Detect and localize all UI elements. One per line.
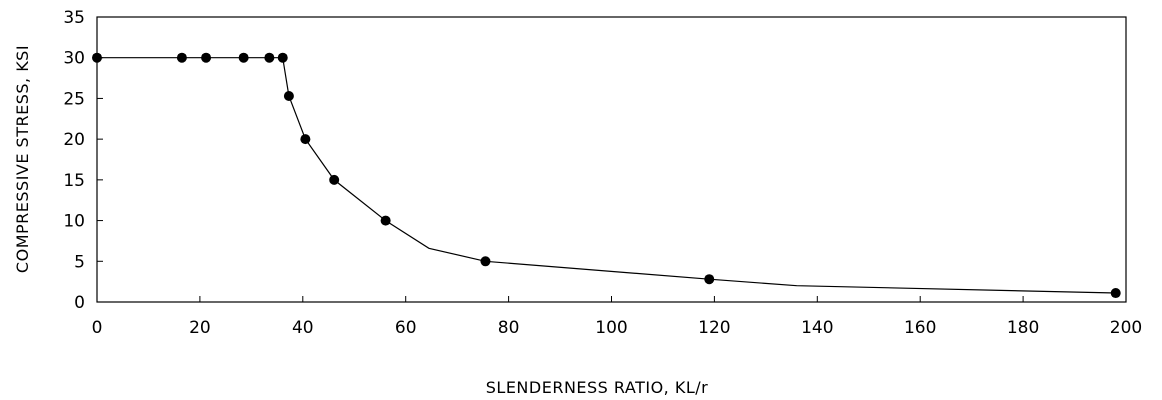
y-axis-label: COMPRESSIVE STRESS, KSI — [13, 45, 32, 273]
x-tick-label: 80 — [498, 318, 520, 338]
series-markers — [92, 52, 1121, 299]
y-tick-label: 0 — [74, 293, 85, 313]
data-point-marker — [329, 174, 340, 185]
y-tick-label: 5 — [74, 252, 85, 272]
data-point-marker — [92, 52, 102, 63]
y-tick-label: 10 — [63, 212, 85, 232]
data-point-marker — [238, 52, 249, 63]
data-point-marker — [300, 134, 311, 145]
x-tick-label: 180 — [1007, 318, 1039, 338]
x-tick-label: 40 — [292, 318, 314, 338]
data-point-marker — [704, 274, 715, 285]
data-point-marker — [264, 52, 275, 63]
y-tick-label: 25 — [63, 89, 85, 109]
x-tick-label: 120 — [698, 318, 730, 338]
data-point-marker — [277, 52, 288, 63]
y-tick-label: 30 — [63, 49, 85, 69]
y-tick-label: 35 — [63, 8, 85, 28]
y-tick-label: 20 — [63, 130, 85, 150]
data-point-marker — [1110, 288, 1121, 299]
data-point-marker — [283, 90, 294, 101]
data-point-marker — [176, 52, 187, 63]
x-tick-label: 200 — [1110, 318, 1142, 338]
data-point-marker — [380, 215, 391, 226]
x-tick-label: 0 — [92, 318, 103, 338]
y-axis-ticks: 0 5 10 15 20 25 30 35 — [63, 8, 103, 313]
x-tick-label: 60 — [395, 318, 417, 338]
data-point-marker — [480, 256, 491, 267]
x-tick-label: 160 — [904, 318, 936, 338]
x-tick-label: 140 — [801, 318, 833, 338]
x-axis-label: SLENDERNESS RATIO, KL/r — [486, 378, 708, 397]
data-point-marker — [201, 52, 212, 63]
x-tick-label: 100 — [595, 318, 627, 338]
x-axis-ticks: 0 20 40 60 80 100 120 140 160 180 200 — [92, 296, 1142, 338]
x-tick-label: 20 — [189, 318, 211, 338]
plot-frame — [96, 16, 1127, 303]
y-tick-label: 15 — [63, 171, 85, 191]
series-line — [97, 57, 1116, 294]
